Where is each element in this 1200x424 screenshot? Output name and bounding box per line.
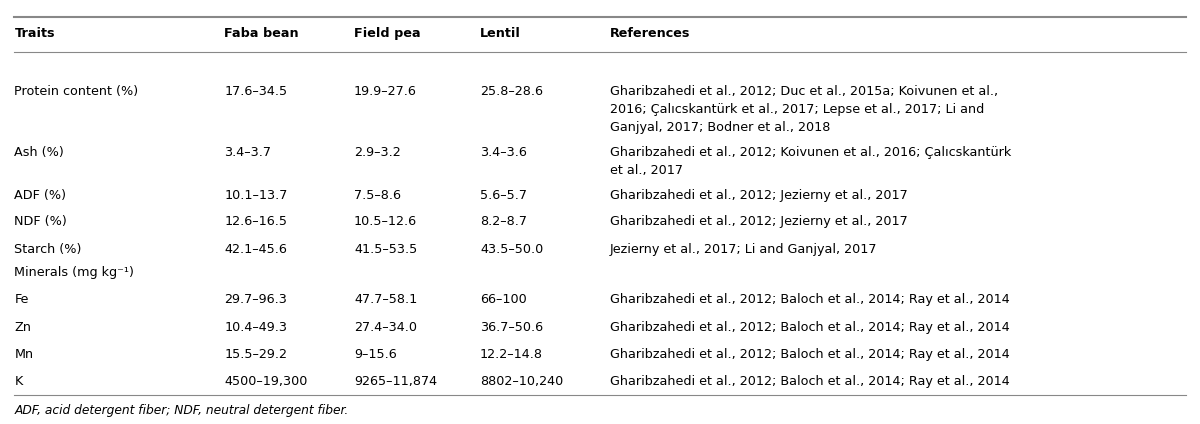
Text: 36.7–50.6: 36.7–50.6 bbox=[480, 321, 544, 334]
Text: Gharibzahedi et al., 2012; Baloch et al., 2014; Ray et al., 2014: Gharibzahedi et al., 2012; Baloch et al.… bbox=[610, 321, 1009, 334]
Text: Jezierny et al., 2017; Li and Ganjyal, 2017: Jezierny et al., 2017; Li and Ganjyal, 2… bbox=[610, 243, 877, 256]
Text: Field pea: Field pea bbox=[354, 28, 421, 40]
Text: 47.7–58.1: 47.7–58.1 bbox=[354, 293, 418, 307]
Text: NDF (%): NDF (%) bbox=[14, 215, 67, 229]
Text: Gharibzahedi et al., 2012; Koivunen et al., 2016; Çalıcskantürk
et al., 2017: Gharibzahedi et al., 2012; Koivunen et a… bbox=[610, 146, 1010, 177]
Text: Faba bean: Faba bean bbox=[224, 28, 299, 40]
Text: 15.5–29.2: 15.5–29.2 bbox=[224, 348, 288, 361]
Text: Minerals (mg kg⁻¹): Minerals (mg kg⁻¹) bbox=[14, 266, 134, 279]
Text: 5.6–5.7: 5.6–5.7 bbox=[480, 189, 527, 202]
Text: 10.5–12.6: 10.5–12.6 bbox=[354, 215, 418, 229]
Text: 9–15.6: 9–15.6 bbox=[354, 348, 397, 361]
Text: Gharibzahedi et al., 2012; Baloch et al., 2014; Ray et al., 2014: Gharibzahedi et al., 2012; Baloch et al.… bbox=[610, 348, 1009, 361]
Text: 7.5–8.6: 7.5–8.6 bbox=[354, 189, 401, 202]
Text: Gharibzahedi et al., 2012; Jezierny et al., 2017: Gharibzahedi et al., 2012; Jezierny et a… bbox=[610, 215, 907, 229]
Text: 4500–19,300: 4500–19,300 bbox=[224, 375, 307, 388]
Text: 9265–11,874: 9265–11,874 bbox=[354, 375, 437, 388]
Text: 17.6–34.5: 17.6–34.5 bbox=[224, 85, 288, 98]
Text: Mn: Mn bbox=[14, 348, 34, 361]
Text: Zn: Zn bbox=[14, 321, 31, 334]
Text: References: References bbox=[610, 28, 690, 40]
Text: 27.4–34.0: 27.4–34.0 bbox=[354, 321, 418, 334]
Text: ADF, acid detergent fiber; NDF, neutral detergent fiber.: ADF, acid detergent fiber; NDF, neutral … bbox=[14, 404, 349, 417]
Text: 10.1–13.7: 10.1–13.7 bbox=[224, 189, 288, 202]
Text: 29.7–96.3: 29.7–96.3 bbox=[224, 293, 287, 307]
Text: Fe: Fe bbox=[14, 293, 29, 307]
Text: Lentil: Lentil bbox=[480, 28, 521, 40]
Text: K: K bbox=[14, 375, 23, 388]
Text: ADF (%): ADF (%) bbox=[14, 189, 66, 202]
Text: 10.4–49.3: 10.4–49.3 bbox=[224, 321, 288, 334]
Text: 41.5–53.5: 41.5–53.5 bbox=[354, 243, 418, 256]
Text: 2.9–3.2: 2.9–3.2 bbox=[354, 146, 401, 159]
Text: 25.8–28.6: 25.8–28.6 bbox=[480, 85, 542, 98]
Text: 3.4–3.6: 3.4–3.6 bbox=[480, 146, 527, 159]
Text: 12.6–16.5: 12.6–16.5 bbox=[224, 215, 288, 229]
Text: 43.5–50.0: 43.5–50.0 bbox=[480, 243, 544, 256]
Text: 12.2–14.8: 12.2–14.8 bbox=[480, 348, 542, 361]
Text: Gharibzahedi et al., 2012; Baloch et al., 2014; Ray et al., 2014: Gharibzahedi et al., 2012; Baloch et al.… bbox=[610, 293, 1009, 307]
Text: Gharibzahedi et al., 2012; Duc et al., 2015a; Koivunen et al.,
2016; Çalıcskantü: Gharibzahedi et al., 2012; Duc et al., 2… bbox=[610, 85, 997, 134]
Text: 8802–10,240: 8802–10,240 bbox=[480, 375, 563, 388]
Text: Ash (%): Ash (%) bbox=[14, 146, 64, 159]
Text: 8.2–8.7: 8.2–8.7 bbox=[480, 215, 527, 229]
Text: Starch (%): Starch (%) bbox=[14, 243, 82, 256]
Text: 42.1–45.6: 42.1–45.6 bbox=[224, 243, 287, 256]
Text: 19.9–27.6: 19.9–27.6 bbox=[354, 85, 416, 98]
Text: 3.4–3.7: 3.4–3.7 bbox=[224, 146, 271, 159]
Text: Protein content (%): Protein content (%) bbox=[14, 85, 138, 98]
Text: Traits: Traits bbox=[14, 28, 55, 40]
Text: Gharibzahedi et al., 2012; Baloch et al., 2014; Ray et al., 2014: Gharibzahedi et al., 2012; Baloch et al.… bbox=[610, 375, 1009, 388]
Text: 66–100: 66–100 bbox=[480, 293, 527, 307]
Text: Gharibzahedi et al., 2012; Jezierny et al., 2017: Gharibzahedi et al., 2012; Jezierny et a… bbox=[610, 189, 907, 202]
